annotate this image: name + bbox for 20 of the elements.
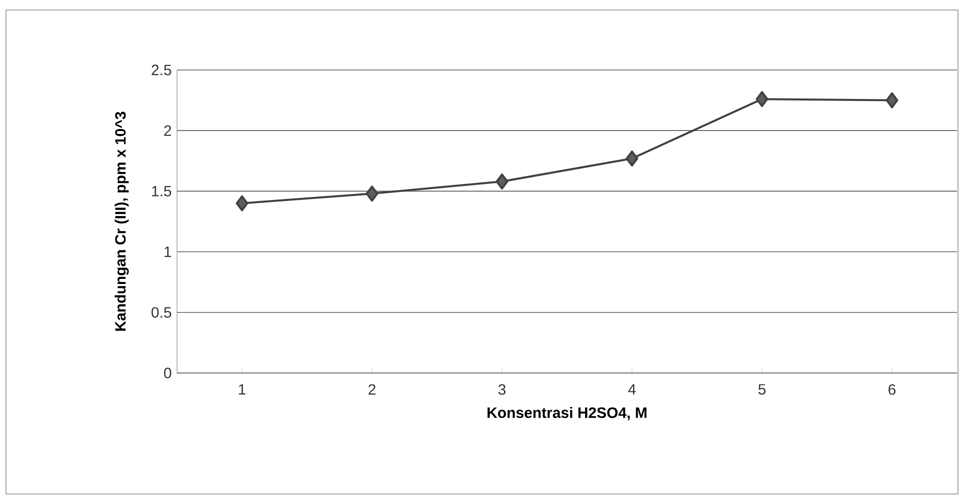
point	[626, 150, 638, 166]
y-tick-label: 2	[164, 125, 172, 136]
x-tick-label: 5	[758, 384, 766, 395]
y-tick-label: 0	[164, 368, 172, 378]
point	[496, 173, 508, 190]
x-axis-title: Konsentrasi H2SO4, M	[488, 406, 646, 420]
x-tick-label: 6	[888, 384, 896, 395]
y-tick-label: 2.5	[152, 64, 172, 76]
point	[756, 91, 768, 108]
y-axis-title: Kandungan Cr (III), ppm x 10^3	[114, 112, 129, 331]
x-tick-label: 4	[628, 384, 636, 395]
point	[366, 186, 378, 202]
x-tick-label: 1	[238, 384, 246, 395]
y-tick-label: 0.5	[152, 307, 172, 318]
point	[236, 195, 248, 212]
y-tick-label: 1.5	[152, 186, 172, 196]
x-tick-label: 3	[498, 384, 506, 395]
point	[886, 92, 898, 108]
y-tick-label: 1	[164, 246, 172, 257]
x-tick-label: 2	[368, 384, 376, 395]
